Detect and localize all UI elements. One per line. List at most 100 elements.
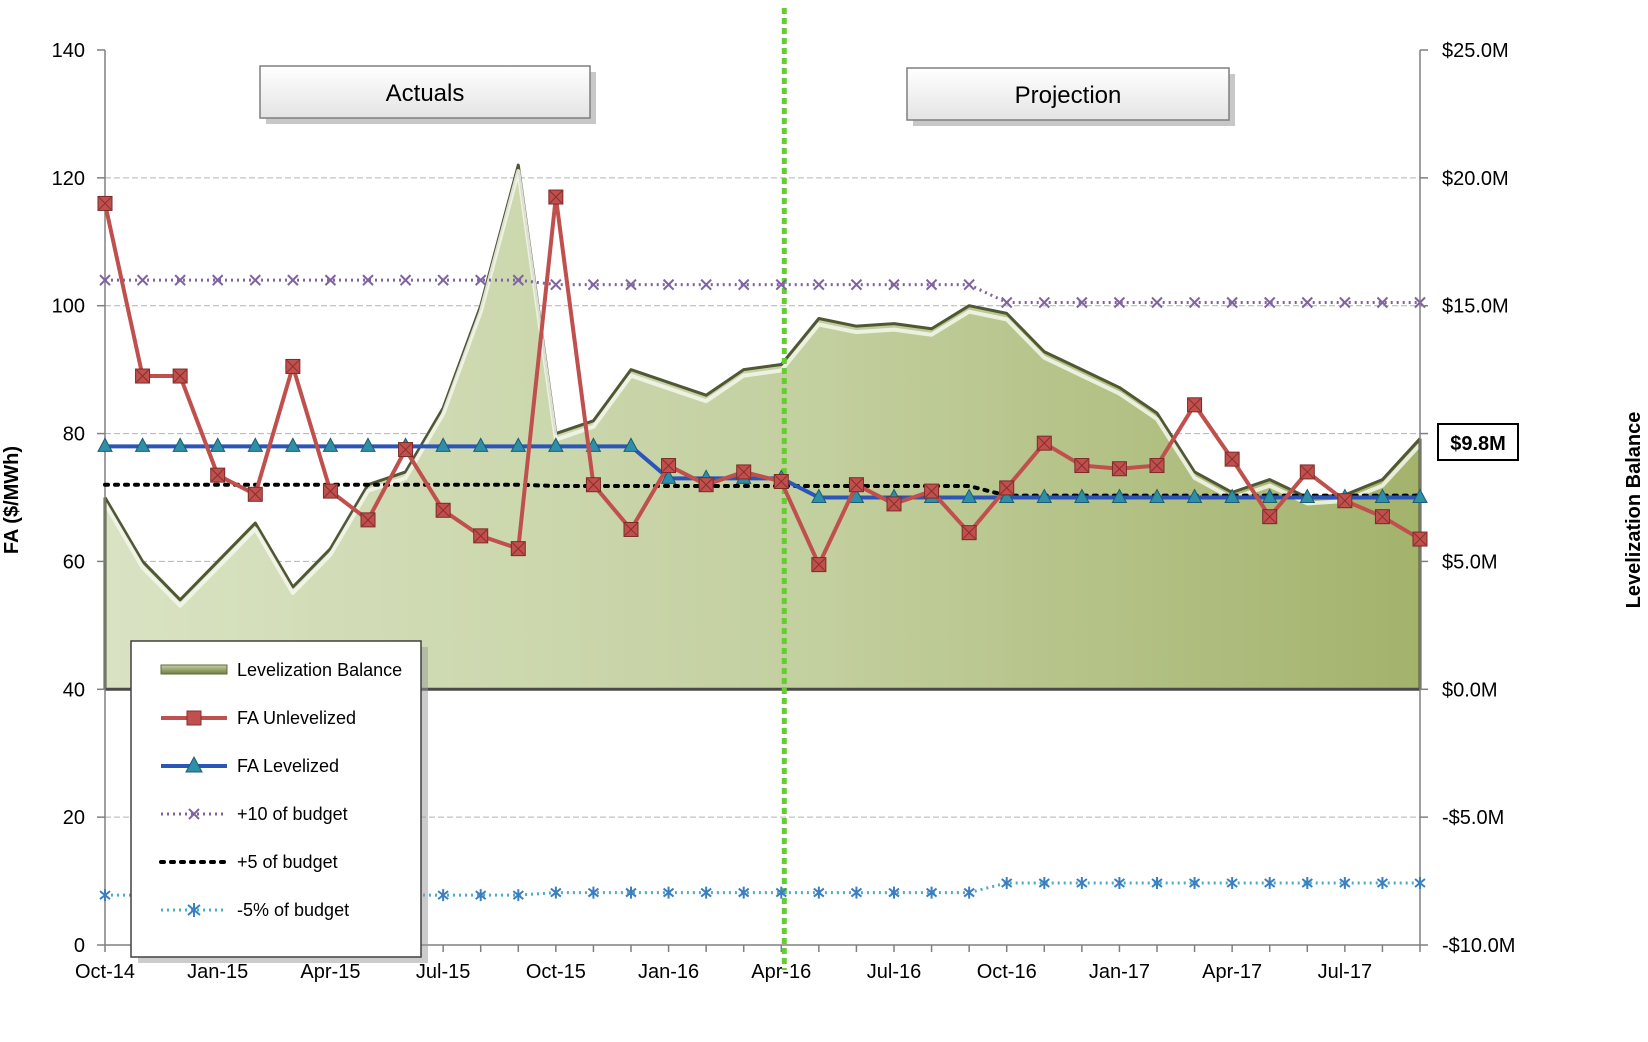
plus10-budget-marker bbox=[1188, 296, 1201, 309]
x-tick-label: Jan-16 bbox=[638, 961, 699, 983]
plus10-budget-marker bbox=[775, 278, 787, 291]
fa-levelized-marker bbox=[1224, 488, 1240, 503]
minus5-budget-marker bbox=[1001, 876, 1013, 889]
minus5-budget-marker bbox=[625, 886, 637, 899]
minus5-budget-marker bbox=[925, 886, 938, 899]
fa-levelized-marker bbox=[1186, 488, 1203, 503]
plus10-budget-line bbox=[105, 278, 1420, 305]
y-tick-label: 60 bbox=[63, 551, 85, 573]
fa-levelized-marker bbox=[1036, 488, 1053, 503]
levelization-balance-edge bbox=[103, 163, 1422, 602]
plus10-budget-marker bbox=[212, 274, 224, 286]
legend-label: Levelization Balance bbox=[237, 660, 402, 680]
fa-levelized-marker bbox=[134, 437, 151, 452]
levelization-balance-area bbox=[103, 163, 1422, 691]
x-tick-label: Jan-15 bbox=[187, 961, 248, 983]
fa-unlevelized-marker-cross bbox=[1000, 481, 1014, 495]
legend-item-plus5-budget: +5 of budget bbox=[159, 852, 338, 872]
plus10-budget-marker bbox=[550, 278, 562, 291]
fa-levelized-marker bbox=[360, 437, 376, 452]
fa-unlevelized-marker-cross bbox=[699, 478, 713, 492]
fa-unlevelized-marker-cross bbox=[474, 529, 488, 543]
plus10-budget-marker bbox=[1151, 296, 1163, 309]
fa-unlevelized-marker-cross bbox=[1188, 398, 1201, 412]
fa-levelized-marker bbox=[97, 437, 113, 452]
x-tick-label: Oct-16 bbox=[977, 961, 1037, 983]
plus10-budget-marker bbox=[813, 278, 825, 291]
legend-item-plus10-budget: +10 of budget bbox=[161, 804, 348, 824]
fa-unlevelized-marker-cross bbox=[248, 487, 262, 501]
plus10-budget-marker bbox=[399, 274, 412, 286]
minus5-budget-marker bbox=[1376, 876, 1389, 889]
y-tick-label: 80 bbox=[63, 424, 85, 446]
minus5-budget-marker bbox=[1301, 876, 1313, 889]
legend-label: +5 of budget bbox=[237, 852, 338, 872]
minus5-budget-marker bbox=[1151, 876, 1163, 889]
y2-axis-title: Levelization Balance bbox=[1623, 412, 1645, 609]
fa-unlevelized-marker-cross bbox=[173, 369, 187, 383]
plus10-budget-marker bbox=[1339, 296, 1351, 309]
minus5-budget-marker bbox=[963, 886, 975, 899]
minus5-budget-marker bbox=[1414, 876, 1426, 889]
fa-levelized-marker bbox=[1412, 488, 1428, 503]
minus5-budget-marker bbox=[813, 886, 825, 899]
plus10-budget-marker bbox=[324, 274, 337, 286]
plus10-budget-marker bbox=[625, 278, 637, 291]
fa-levelized-marker bbox=[1074, 488, 1090, 503]
y2-tick-label: $0.0M bbox=[1442, 679, 1498, 701]
minus5-budget-marker bbox=[437, 889, 449, 902]
fa-levelized-marker bbox=[1149, 488, 1165, 503]
actuals-label: Actuals bbox=[386, 80, 465, 107]
y2-tick-label: -$5.0M bbox=[1442, 807, 1504, 829]
fa-unlevelized-marker-cross bbox=[1150, 459, 1164, 472]
fa-levelized-marker bbox=[285, 437, 301, 452]
fa-unlevelized-marker-cross bbox=[1037, 436, 1051, 450]
minus5-budget-marker bbox=[1339, 876, 1351, 889]
fa-levelized-marker bbox=[998, 488, 1015, 503]
plus10-budget-marker bbox=[662, 278, 675, 291]
plus10-budget-marker bbox=[1038, 296, 1050, 309]
plus10-budget-marker bbox=[437, 274, 449, 286]
plus10-budget-marker bbox=[287, 274, 299, 286]
y-tick-label: 120 bbox=[52, 168, 85, 190]
plus10-budget-marker bbox=[738, 278, 750, 291]
minus5-budget-marker bbox=[512, 889, 524, 902]
y2-tick-label: $20.0M bbox=[1442, 168, 1509, 190]
legend-item-levelization-balance: Levelization Balance bbox=[160, 660, 402, 680]
fa-unlevelized-marker-cross bbox=[1376, 510, 1389, 524]
minus5-budget-marker bbox=[850, 886, 863, 899]
x-tick-label: Jul-15 bbox=[416, 961, 470, 983]
fa-unlevelized-marker-cross bbox=[662, 459, 675, 472]
legend-item-fa-unlevelized: FA Unlevelized bbox=[161, 708, 356, 728]
fa-unlevelized-marker-cross bbox=[211, 468, 225, 482]
y2-tick-label: -$10.0M bbox=[1442, 935, 1515, 957]
fa-levelized-marker bbox=[623, 437, 639, 452]
plus10-budget-marker bbox=[174, 274, 186, 286]
levelization-balance-fill bbox=[105, 165, 1420, 690]
end-balance-callout: $9.8M bbox=[1437, 423, 1519, 461]
fa-unlevelized-marker-cross bbox=[737, 465, 751, 479]
fa-unlevelized-marker-cross bbox=[98, 197, 112, 210]
x-tick-label: Jan-17 bbox=[1089, 961, 1150, 983]
minus5-budget-marker bbox=[738, 886, 750, 899]
fa-levelized-marker bbox=[1261, 488, 1278, 503]
fa-levelized-marker bbox=[510, 437, 527, 452]
legend-label: -5% of budget bbox=[237, 900, 349, 920]
x-tick-label: Oct-14 bbox=[75, 961, 135, 983]
fa-levelized-marker bbox=[548, 437, 564, 452]
legend-label: +10 of budget bbox=[237, 804, 348, 824]
plus10-budget-marker bbox=[512, 274, 524, 286]
minus5-budget-marker bbox=[587, 886, 600, 899]
y2-tick-label: $5.0M bbox=[1442, 551, 1498, 573]
minus5-budget-marker bbox=[700, 886, 712, 899]
y-tick-label: 140 bbox=[52, 40, 85, 62]
fa-unlevelized-marker-cross bbox=[1413, 532, 1427, 546]
fa-levelized-marker bbox=[247, 437, 264, 452]
minus5-budget-marker bbox=[1113, 876, 1126, 889]
fa-unlevelized-marker-cross bbox=[549, 190, 563, 204]
minus5-budget-marker bbox=[1076, 876, 1088, 889]
y-axis-title: FA ($/MWh) bbox=[1, 446, 23, 554]
plus10-budget-marker bbox=[587, 278, 600, 291]
x-tick-label: Oct-15 bbox=[526, 961, 586, 983]
